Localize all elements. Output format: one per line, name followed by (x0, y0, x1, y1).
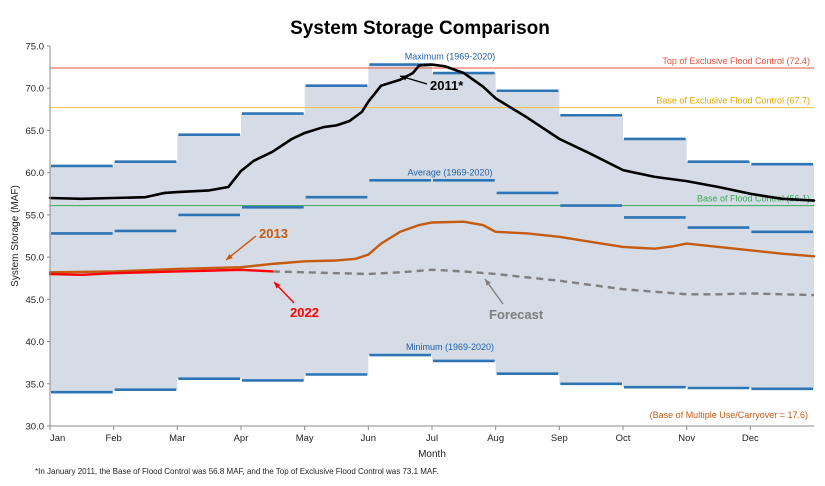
reference-label: Base of Exclusive Flood Control (67.7) (656, 96, 810, 106)
y-tick-label: 65.0 (26, 126, 45, 137)
chart-title: System Storage Comparison (290, 18, 550, 39)
monthly-band-lines: Maximum (1969-2020) Average (1969-2020) Mi… (51, 52, 813, 394)
y-tick-label: 35.0 (26, 379, 45, 390)
callout-2011: 2011* (430, 78, 464, 93)
y-tick-label: 75.0 (26, 42, 45, 53)
x-tick-label: Jun (361, 433, 376, 444)
y-tick-label: 40.0 (26, 337, 45, 348)
y-tick-label: 30.0 (26, 422, 45, 433)
y-tick-label: 70.0 (26, 84, 45, 95)
series-line (48, 220, 816, 274)
x-tick-label: May (296, 433, 314, 444)
minimum-label: Minimum (1969-2020) (406, 342, 494, 352)
series-callouts: 2011* 2013 2022 Forecast (225, 75, 544, 322)
callout-arrow-head (485, 279, 491, 286)
series-line (48, 268, 275, 277)
x-tick-label: Dec (742, 433, 759, 444)
x-tick-label: Jul (426, 433, 438, 444)
y-tick-label: 45.0 (26, 295, 45, 306)
x-tick-label: Aug (487, 433, 504, 444)
callout-forecast: Forecast (489, 307, 544, 322)
maximum-label: Maximum (1969-2020) (405, 52, 496, 62)
callout-2022: 2022 (290, 305, 319, 320)
reference-label: Top of Exclusive Flood Control (72.4) (662, 56, 810, 66)
x-tick-label: Apr (234, 433, 249, 444)
callout-arrow-head (400, 75, 407, 81)
x-tick-label: Nov (678, 433, 695, 444)
storage-series (48, 63, 816, 297)
carryover-note: (Base of Multiple Use/Carryover = 17.6) (650, 410, 808, 420)
x-tick-label: Mar (169, 433, 185, 444)
series-line (272, 268, 815, 297)
historical-range-band (50, 64, 814, 393)
y-axis-label: System Storage (MAF) (10, 185, 21, 287)
x-tick-label: Sep (551, 433, 568, 444)
x-axis-label: Month (418, 449, 446, 460)
reference-lines: Top of Exclusive Flood Control (72.4) Bas… (50, 56, 814, 207)
x-tick-label: Oct (616, 433, 631, 444)
callout-2013: 2013 (259, 226, 288, 241)
footnote: *In January 2011, the Base of Flood Cont… (35, 467, 438, 476)
y-tick-label: 50.0 (26, 253, 45, 264)
x-tick-label: Feb (105, 433, 121, 444)
y-tick-label: 60.0 (26, 168, 45, 179)
y-tick-label: 55.0 (26, 210, 45, 221)
average-label: Average (1969-2020) (408, 167, 493, 177)
series-line (48, 63, 816, 202)
chart-axes: 30.0 35.0 40.0 45.0 50.0 55.0 60.0 65.0 70.0 75.0… (26, 42, 814, 444)
reference-label: Base of Flood Control (56.1) (697, 194, 810, 204)
callout-arrow-head (274, 282, 281, 289)
x-tick-label: Jan (50, 433, 65, 444)
callout-arrow-head (226, 253, 233, 260)
range-band-fill (50, 64, 814, 393)
